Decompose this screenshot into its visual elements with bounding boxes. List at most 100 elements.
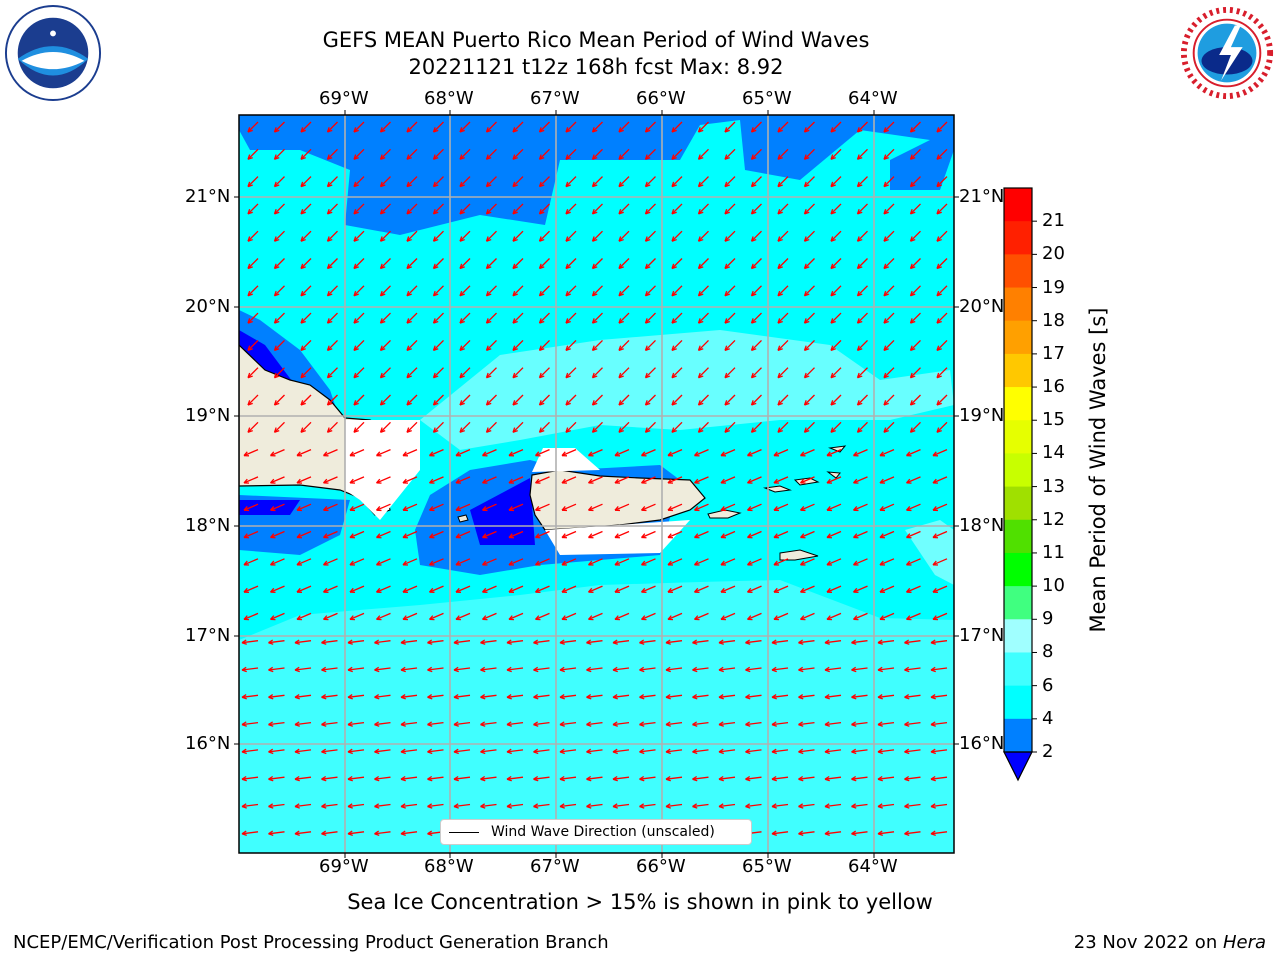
wind-arrow (486, 367, 497, 379)
wind-arrow (720, 558, 736, 566)
wind-arrow (824, 667, 842, 671)
lat-label-left-21: 21°N (185, 186, 231, 207)
wind-arrow (400, 640, 418, 644)
wind-arrow (349, 503, 365, 511)
wind-arrow-head (482, 615, 488, 621)
wind-arrow (323, 530, 338, 539)
colorbar-tick-label: 13 (1042, 475, 1065, 497)
wind-arrow (480, 694, 497, 698)
wind-arrow-head (824, 803, 830, 809)
wind-arrow-head (379, 400, 386, 406)
wind-arrow (639, 749, 656, 753)
wind-arrow-head (453, 694, 459, 700)
wind-arrow (641, 612, 656, 620)
wind-arrow (327, 176, 338, 188)
wind-arrow-head (559, 694, 565, 700)
wind-arrow (508, 585, 524, 593)
wind-arrow (800, 612, 815, 620)
wind-arrow-head (879, 478, 886, 484)
wind-arrow-head (936, 372, 942, 379)
wind-arrow (508, 558, 524, 566)
wind-arrow-head (591, 208, 598, 215)
wind-arrow (347, 749, 365, 753)
wind-arrow (459, 312, 471, 324)
wind-arrow (830, 312, 842, 324)
wind-arrow (486, 339, 497, 351)
wind-arrow (453, 667, 471, 671)
wind-arrow (486, 121, 497, 133)
wind-arrow-head (400, 775, 406, 782)
wind-arrow (718, 721, 736, 726)
colorbar-segment (1004, 619, 1032, 653)
colorbar-segment (1004, 188, 1032, 222)
wind-arrow-head (480, 639, 486, 645)
wind-arrow-head (800, 506, 806, 512)
colorbar-segment (1004, 718, 1032, 753)
wind-arrow (486, 230, 497, 242)
wind-arrow-head (512, 154, 518, 160)
wind-arrow-head (856, 372, 863, 379)
wind-arrow-head (665, 803, 671, 809)
wind-arrow-head (326, 290, 333, 297)
wind-arrow (353, 203, 365, 215)
wind-arrow-head (591, 427, 598, 433)
wind-arrow (459, 285, 471, 297)
wind-arrow-head (909, 236, 916, 242)
wind-arrow (561, 558, 577, 566)
wind-arrow (429, 449, 444, 457)
wind-arrow (877, 694, 895, 698)
lat-label-right-21: 21°N (959, 186, 1005, 207)
wind-arrow (932, 449, 948, 457)
colorbar-frame (1003, 187, 1033, 753)
wind-arrow-head (747, 560, 753, 566)
wind-arrow (857, 421, 868, 433)
wind-arrow-head (538, 372, 545, 379)
wind-arrow (718, 667, 736, 671)
wind-arrow-head (932, 615, 939, 621)
wind-arrow (565, 367, 577, 379)
wind-arrow-head (406, 154, 412, 160)
wind-arrow (747, 558, 762, 566)
wind-arrow-head (724, 345, 730, 352)
wind-arrow-head (745, 775, 751, 782)
wind-arrow (300, 339, 312, 351)
wind-arrow-head (830, 236, 836, 242)
wind-arrow-head (512, 372, 518, 379)
wind-arrow (268, 640, 285, 644)
wind-arrow (639, 640, 656, 644)
wind-arrow-head (750, 181, 757, 188)
wind-arrow-head (300, 181, 306, 188)
wind-arrow (561, 476, 577, 484)
wind-arrow-head (618, 318, 624, 324)
wind-arrow (904, 667, 921, 671)
wind-arrow (614, 476, 630, 484)
wind-arrow-head (904, 639, 910, 645)
wind-arrow-head (724, 208, 730, 215)
wind-arrow-head (353, 345, 359, 352)
colorbar-segment (1004, 453, 1032, 488)
wind-arrow-head (826, 506, 833, 512)
wind-arrow (826, 476, 842, 484)
wind-arrow (433, 148, 444, 160)
wind-arrow (851, 776, 868, 780)
map-subtitle: 20221121 t12z 168h fcst Max: 8.92 (408, 55, 784, 79)
wind-arrow (268, 749, 285, 753)
wind-arrow-head (856, 427, 863, 433)
wind-arrow (771, 721, 789, 726)
wind-arrow (851, 667, 868, 671)
wind-arrow-head (747, 615, 753, 621)
wind-arrow (798, 803, 815, 808)
wind-arrow (618, 148, 630, 160)
wind-arrow-head (270, 560, 276, 566)
wind-arrow (486, 312, 497, 324)
wind-arrow-head (932, 533, 939, 539)
wind-arrow (930, 831, 948, 835)
wind-arrow (639, 694, 656, 698)
wind-arrow (247, 176, 259, 188)
wind-arrow (771, 667, 789, 671)
wind-arrow (853, 585, 868, 593)
wind-arrow-head (565, 400, 571, 406)
wind-arrow (804, 421, 815, 433)
wind-arrow-head (459, 181, 465, 188)
wind-arrow-head (400, 748, 406, 755)
